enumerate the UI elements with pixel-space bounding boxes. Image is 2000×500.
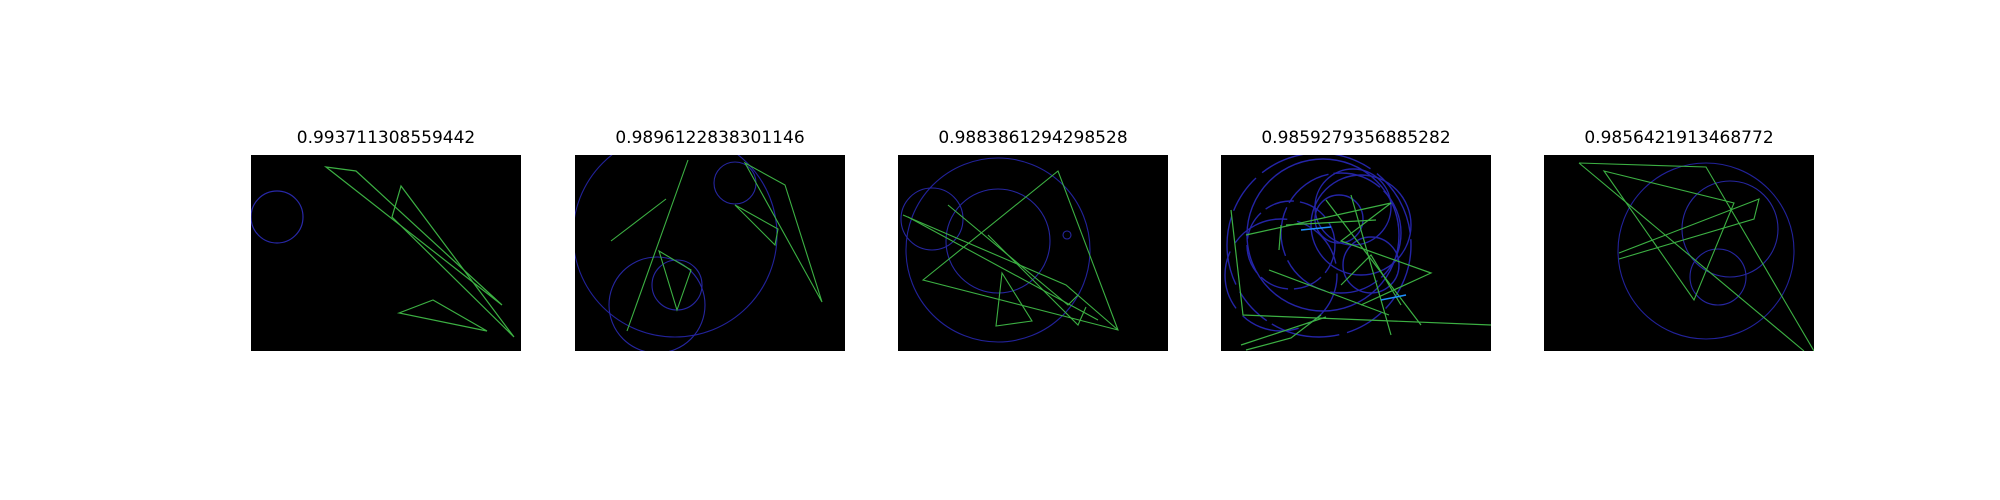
panel-image xyxy=(1221,155,1491,351)
panel-title: 0.9859279356885282 xyxy=(1261,128,1451,148)
panel-title: 0.9883861294298528 xyxy=(938,128,1128,148)
panel-title: 0.993711308559442 xyxy=(296,128,476,148)
panel-image xyxy=(575,155,845,351)
panel-image xyxy=(1544,155,1814,351)
panel-image xyxy=(251,155,521,351)
panel-title: 0.9856421913468772 xyxy=(1584,128,1774,148)
panel-image xyxy=(898,155,1168,351)
panel-title: 0.9896122838301146 xyxy=(615,128,805,148)
